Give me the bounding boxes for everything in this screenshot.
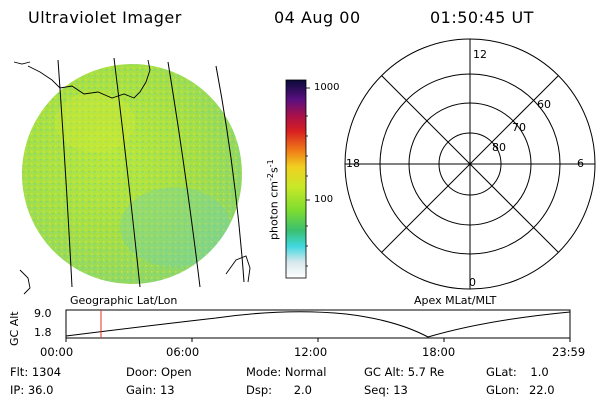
time-label-0600: 06:00 [166,345,200,359]
mlt-label-12: 12 [473,48,487,61]
colorbar-scale [285,79,307,279]
altitude-curve [65,311,571,338]
status-gc-alt: GC Alt: 5.7 Re [364,365,445,379]
uv-image-panel [13,57,251,295]
status-glat: GLat: 1.0 [486,365,549,379]
colorbar-unit-label: photon cm-2s-1 [266,159,281,240]
gc-alt-tick-low: 1.8 [34,326,52,339]
status-door: Door: Open [126,365,192,379]
status-glon: GLon: 22.0 [486,383,555,397]
status-mode: Mode: Normal [246,365,327,379]
gc-alt-tick-high: 9.0 [34,307,52,320]
colorbar-tick-1000: 1000 [314,82,340,93]
apex-caption: Apex MLat/MLT [414,294,497,307]
mlt-label-0: 0 [469,276,476,289]
mlat-label-60: 60 [537,98,551,111]
status-flt: Flt: 1304 [10,365,62,379]
time-label-1200: 12:00 [294,345,328,359]
polar-plot [344,38,596,290]
status-dsp: Dsp: 2.0 [246,383,312,397]
mlt-label-6: 6 [577,157,584,170]
geographic-caption: Geographic Lat/Lon [70,294,178,307]
time-label-0000: 00:00 [40,345,74,359]
coastline [13,59,251,295]
mlat-label-70: 70 [512,121,526,134]
mlat-label-80: 80 [492,141,506,154]
status-ip: IP: 36.0 [10,383,54,397]
altitude-strip [65,309,571,342]
observation-date: 04 Aug 00 [274,8,361,27]
colorbar-tick-100: 100 [314,194,334,205]
observation-time: 01:50:45 UT [430,8,534,27]
time-label-1800: 18:00 [422,345,456,359]
status-seq: Seq: 13 [364,383,408,397]
mlt-label-18: 18 [346,157,360,170]
colorbar [285,79,310,279]
status-gain: Gain: 13 [126,383,175,397]
time-label-2359: 23:59 [552,345,586,359]
gc-alt-axis-label: GC Alt [8,311,21,346]
app-title: Ultraviolet Imager [28,8,182,27]
